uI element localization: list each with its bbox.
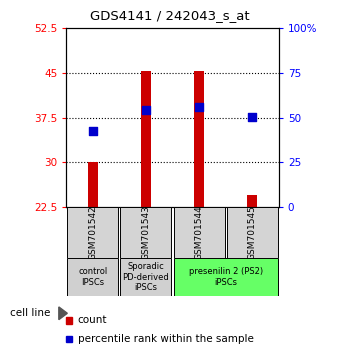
Bar bbox=[227, 207, 278, 258]
Text: control
IPSCs: control IPSCs bbox=[78, 267, 107, 287]
Bar bbox=[120, 207, 171, 258]
Point bbox=[90, 129, 96, 134]
Point bbox=[250, 114, 255, 119]
Polygon shape bbox=[59, 307, 67, 320]
Bar bbox=[141, 71, 151, 207]
Text: Sporadic
PD-derived
iPSCs: Sporadic PD-derived iPSCs bbox=[123, 262, 169, 292]
Text: count: count bbox=[78, 315, 107, 325]
Point bbox=[197, 104, 202, 110]
Text: GDS4141 / 242043_s_at: GDS4141 / 242043_s_at bbox=[90, 9, 250, 22]
Bar bbox=[174, 258, 278, 296]
Text: cell line: cell line bbox=[10, 308, 51, 318]
Bar bbox=[120, 258, 171, 296]
Text: presenilin 2 (PS2)
iPSCs: presenilin 2 (PS2) iPSCs bbox=[189, 267, 263, 287]
Bar bbox=[67, 207, 118, 258]
Text: GSM701545: GSM701545 bbox=[248, 205, 257, 260]
Bar bbox=[248, 195, 257, 207]
Text: GSM701544: GSM701544 bbox=[194, 205, 204, 260]
Text: GSM701542: GSM701542 bbox=[88, 205, 97, 260]
Bar bbox=[194, 71, 204, 207]
Bar bbox=[67, 258, 118, 296]
Bar bbox=[88, 162, 98, 207]
Text: GSM701543: GSM701543 bbox=[141, 205, 151, 260]
Point bbox=[143, 107, 149, 113]
Bar bbox=[174, 207, 225, 258]
Text: percentile rank within the sample: percentile rank within the sample bbox=[78, 334, 253, 344]
